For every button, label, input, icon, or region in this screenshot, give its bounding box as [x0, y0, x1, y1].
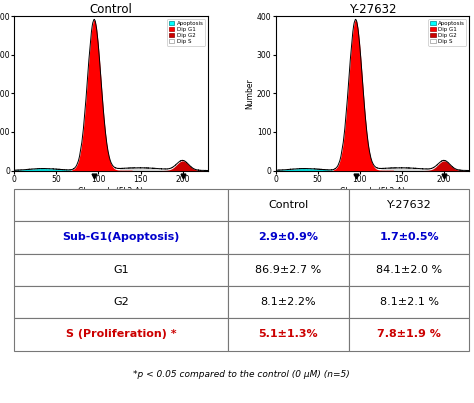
Text: *p < 0.05 compared to the control (0 μM) (n=5): *p < 0.05 compared to the control (0 μM)…: [133, 370, 350, 379]
Y-axis label: Number: Number: [245, 78, 254, 109]
Title: Y-27632: Y-27632: [349, 3, 396, 16]
Legend: Apoptosis, Dip G1, Dip G2, Dip S: Apoptosis, Dip G1, Dip G2, Dip S: [167, 19, 205, 46]
X-axis label: Channels (FL2-A): Channels (FL2-A): [340, 187, 405, 195]
Title: Control: Control: [90, 3, 132, 16]
Legend: Apoptosis, Dip G1, Dip G2, Dip S: Apoptosis, Dip G1, Dip G2, Dip S: [428, 19, 466, 46]
X-axis label: Channels (FL2-A): Channels (FL2-A): [79, 187, 144, 195]
